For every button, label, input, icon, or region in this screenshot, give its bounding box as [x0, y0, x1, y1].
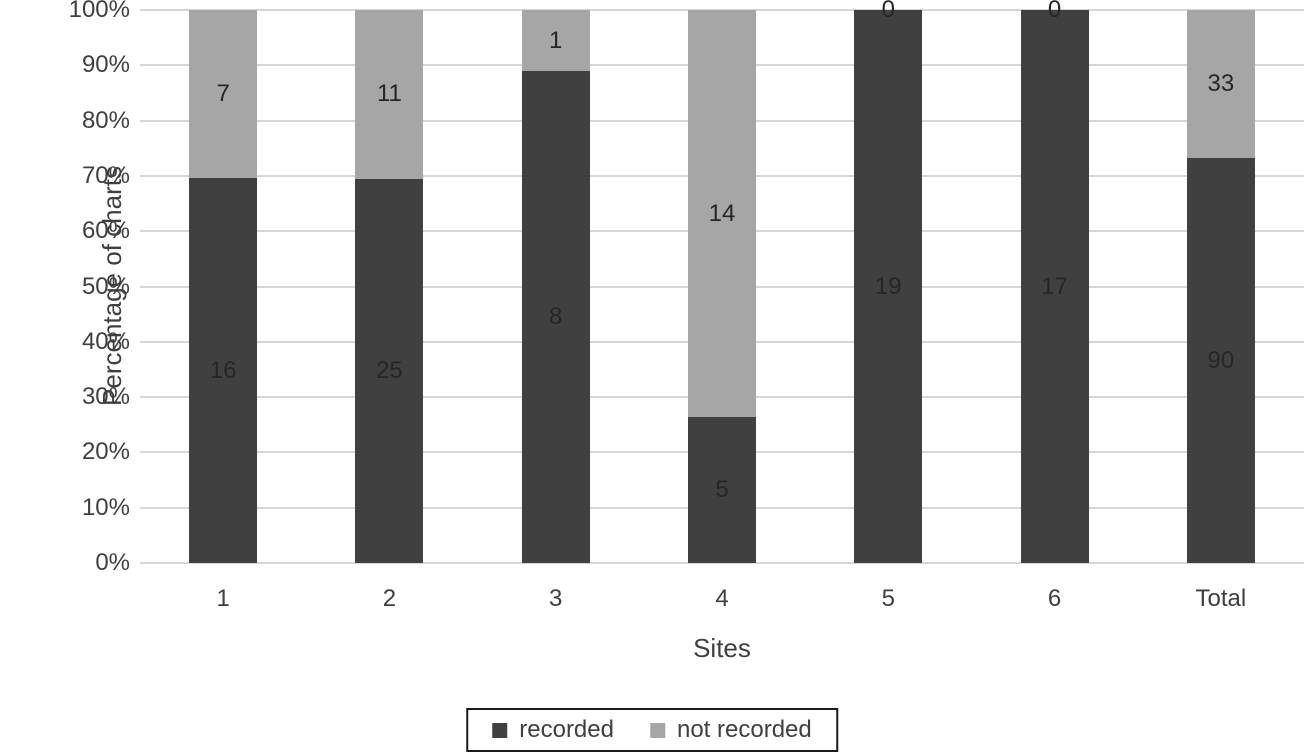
y-tick-label: 20% — [81, 438, 130, 466]
bar-segment-recorded — [854, 10, 923, 563]
bar-segment-not-recorded — [1186, 10, 1255, 159]
y-tick-label: 90% — [81, 51, 130, 79]
y-tick-label: 50% — [81, 272, 130, 300]
bar-segment-recorded — [1186, 158, 1255, 563]
plot-area: 7 16 11 25 1 8 14 5 0 19 0 17 33 90 — [140, 0, 1304, 564]
legend-item-not-recorded: not recorded — [649, 716, 812, 743]
bar-segment-recorded — [1020, 10, 1089, 563]
recorded-swatch-icon — [492, 722, 508, 738]
x-tick-label-6: 6 — [1047, 585, 1062, 612]
bar-segment-not-recorded — [355, 10, 424, 179]
x-tick-label-5: 5 — [881, 585, 895, 612]
y-tick-label: 30% — [81, 383, 130, 411]
gridline — [140, 562, 1304, 564]
x-tick-label-3: 3 — [549, 585, 563, 612]
x-axis-title: Sites — [693, 633, 751, 663]
not-recorded-swatch-icon — [649, 722, 665, 738]
y-tick-label: 100% — [68, 0, 130, 23]
bar-segment-recorded — [521, 71, 590, 563]
x-tick-label-total: Total — [1195, 585, 1247, 612]
bar-2: 11 25 — [355, 10, 424, 563]
y-tick-label: 80% — [81, 106, 130, 134]
x-tick-label-4: 4 — [715, 585, 729, 612]
y-tick-label: 40% — [81, 327, 130, 355]
bar-segment-recorded — [189, 178, 258, 563]
y-tick-label: 70% — [81, 161, 130, 189]
y-tick-label: 10% — [81, 493, 130, 521]
y-tick-label: 0% — [95, 549, 130, 576]
bar-segment-not-recorded — [521, 10, 590, 72]
bar-segment-recorded — [688, 417, 756, 563]
bar-6: 0 17 — [1020, 0, 1089, 563]
legend-label-recorded: recorded — [519, 716, 614, 743]
bar-5: 0 19 — [854, 0, 923, 563]
bar-segment-not-recorded — [688, 10, 756, 418]
y-tick-label: 60% — [81, 217, 130, 245]
bar-segment-recorded — [355, 178, 424, 563]
bar-total: 33 90 — [1186, 10, 1255, 563]
legend: recorded not recorded — [466, 708, 838, 752]
bar-1: 7 16 — [189, 10, 258, 563]
legend-item-recorded: recorded — [492, 717, 614, 743]
legend-label-not-recorded: not recorded — [676, 716, 812, 743]
x-tick-label-1: 1 — [216, 585, 230, 612]
bar-segment-not-recorded — [189, 10, 258, 179]
x-tick-label-2: 2 — [382, 585, 397, 612]
bar-4: 14 5 — [688, 10, 756, 563]
